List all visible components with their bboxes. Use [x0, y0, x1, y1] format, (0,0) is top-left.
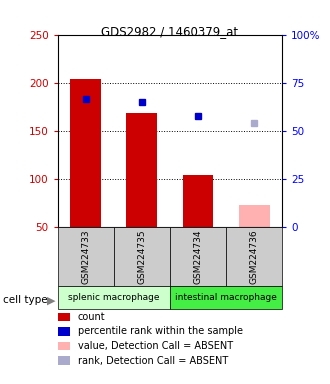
Text: cell type: cell type	[3, 295, 48, 305]
Text: intestinal macrophage: intestinal macrophage	[175, 293, 277, 302]
Text: count: count	[78, 312, 105, 322]
Bar	[114, 227, 170, 286]
Bar	[58, 227, 114, 286]
Text: splenic macrophage: splenic macrophage	[68, 293, 160, 302]
Bar	[239, 205, 270, 227]
Bar	[126, 113, 157, 227]
Text: GSM224736: GSM224736	[249, 229, 259, 284]
Text: value, Detection Call = ABSENT: value, Detection Call = ABSENT	[78, 341, 233, 351]
Bar	[182, 175, 214, 227]
Bar	[170, 286, 282, 309]
Text: GSM224735: GSM224735	[137, 229, 147, 284]
Text: ▶: ▶	[47, 295, 55, 305]
Text: rank, Detection Call = ABSENT: rank, Detection Call = ABSENT	[78, 356, 228, 366]
Bar	[170, 227, 226, 286]
Text: GSM224734: GSM224734	[193, 229, 203, 283]
Text: percentile rank within the sample: percentile rank within the sample	[78, 326, 243, 336]
Text: GSM224733: GSM224733	[81, 229, 90, 284]
Bar	[58, 286, 170, 309]
Bar	[70, 79, 101, 227]
Text: GDS2982 / 1460379_at: GDS2982 / 1460379_at	[101, 25, 239, 38]
Bar	[226, 227, 282, 286]
